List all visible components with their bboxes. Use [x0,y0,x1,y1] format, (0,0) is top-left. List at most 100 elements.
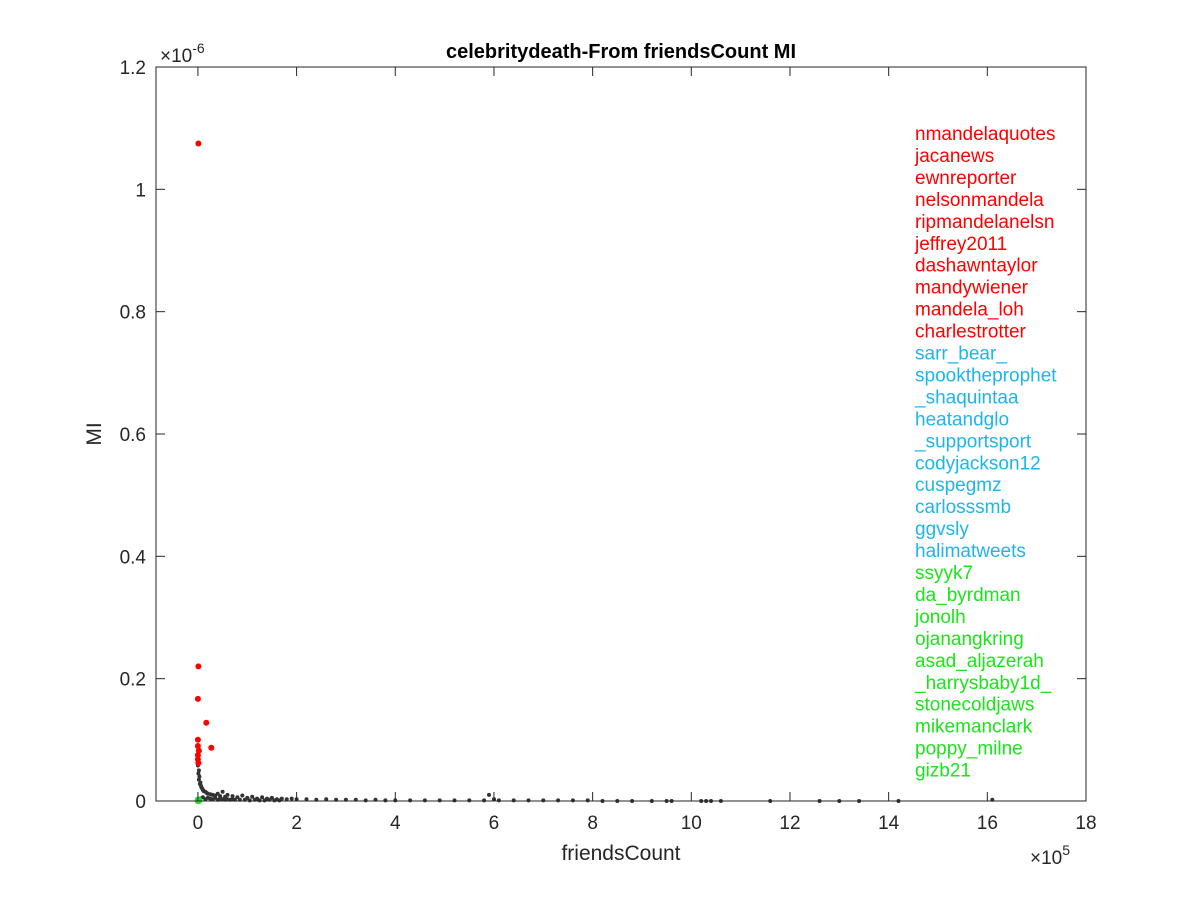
data-point-other [487,792,491,797]
data-point-top [195,140,202,147]
annotation-label: halimatweets [915,541,1026,562]
data-point-other [511,798,516,803]
y-tick-label: 0.2 [120,670,146,691]
annotation-label: dashawntaylor [915,256,1038,277]
data-point-other [452,798,457,803]
plot-area [156,67,1086,801]
data-point-other [277,798,282,803]
x-tick-label: 4 [390,813,401,834]
data-point-other [570,798,575,803]
data-point-other [284,797,289,802]
y-tick-label: 0 [135,792,146,813]
data-point-other [196,768,201,773]
data-point-other [289,796,294,801]
y-exponent-base: 10 [171,46,192,67]
annotation-label: jacanews [914,146,994,167]
annotation-label: asad_aljazerah [915,651,1044,672]
data-point-other [240,793,245,798]
data-point-other [196,777,201,782]
y-tick-label: 1.2 [120,58,146,79]
data-point-top [203,719,210,726]
y-tick-label: 1 [135,180,146,201]
data-point-other [324,797,329,802]
data-point-other [363,798,368,803]
data-point-other [496,798,501,803]
annotation-label: ssyyk7 [915,563,973,584]
data-point-other [304,797,309,802]
annotation-label: charlestrotter [915,322,1027,343]
annotation-label: ewnreporter [915,168,1017,189]
data-point-other [272,798,277,803]
data-point-other [383,798,388,803]
annotation-label: jeffrey2011 [914,234,1007,255]
x-exponent-base: 10 [1041,848,1062,869]
data-point-other [556,798,561,803]
y-axis-label: MI [83,422,106,445]
data-point-other [257,798,262,803]
annotation-label: jonolh [914,607,966,628]
data-point-other [262,798,267,803]
data-point-other [585,798,590,803]
data-point-top [208,744,215,751]
data-point-other [408,798,413,803]
annotation-label: sarr_bear_ [915,344,1007,365]
data-point-other [482,798,487,803]
data-point-other [197,774,202,779]
x-tick-label: 10 [681,813,702,834]
annotation-label: cuspegmz [915,475,1002,496]
x-tick-label: 12 [779,813,800,834]
data-point-other [541,798,546,803]
annotation-label: ojanangkring [915,629,1024,650]
data-point-bottom [195,797,202,804]
x-tick-label: 14 [878,813,900,834]
x-exponent-label: ×105 [1030,842,1070,869]
data-point-other [235,795,240,800]
annotation-label: heatandglo [915,409,1009,430]
data-point-other [260,795,265,800]
y-tick-label: 0.8 [120,303,146,324]
x-axis-label: friendsCount [561,842,680,865]
annotation-label: _harrysbaby1d_ [914,673,1052,694]
y-tick-label: 0.4 [120,547,147,568]
data-point-other [467,798,472,803]
annotation-label: mandela_loh [915,300,1024,321]
data-point-other [247,798,252,803]
annotation-label: mandywiener [915,278,1029,299]
y-exponent-power: -6 [192,40,205,56]
annotation-label: gizb21 [915,761,971,782]
data-point-other [437,798,442,803]
axis-ticks-layer: 0 2 4 6 8 10 12 14 16 18 0 0.2 0.4 0.6 0.8 1 1.2 [120,58,1097,834]
x-tick-label: 0 [193,813,204,834]
data-point-other [220,789,225,794]
annotation-label: codyjackson12 [915,453,1041,474]
x-tick-label: 16 [977,813,998,834]
annotation-label: _supportsport [914,431,1032,452]
annotation-label: da_byrdman [915,585,1021,606]
annotation-label: carlosssmb [915,497,1011,518]
data-point-other [422,798,427,803]
annotation-label: stonecoldjaws [915,695,1034,716]
x-exponent-power: 5 [1062,842,1070,858]
data-point-top [194,736,201,743]
data-point-other [225,792,230,797]
y-exponent-label: ×10-6 [160,40,205,67]
annotation-label: nmandelaquotes [915,124,1056,145]
data-point-top [195,663,202,670]
chart-title: celebritydeath-From friendsCount MI [446,41,796,63]
x-tick-label: 18 [1075,813,1096,834]
annotation-label: mikemanclark [915,717,1033,738]
y-tick-label: 0.6 [120,425,146,446]
x-tick-label: 6 [489,813,500,834]
annotation-label: nelsonmandela [915,190,1044,211]
annotation-label: _shaquintaa [914,387,1019,408]
data-point-other [250,794,255,799]
data-point-top [194,743,201,749]
x-tick-label: 2 [291,813,302,834]
data-point-top [194,695,201,702]
data-point-top [194,752,201,759]
data-point-other [230,794,235,799]
annotation-label: ripmandelanelsn [915,212,1054,233]
annotations-layer: nmandelaquotesjacanewsewnreporternelsonm… [914,124,1057,782]
annotation-label: ggvsly [915,519,969,540]
